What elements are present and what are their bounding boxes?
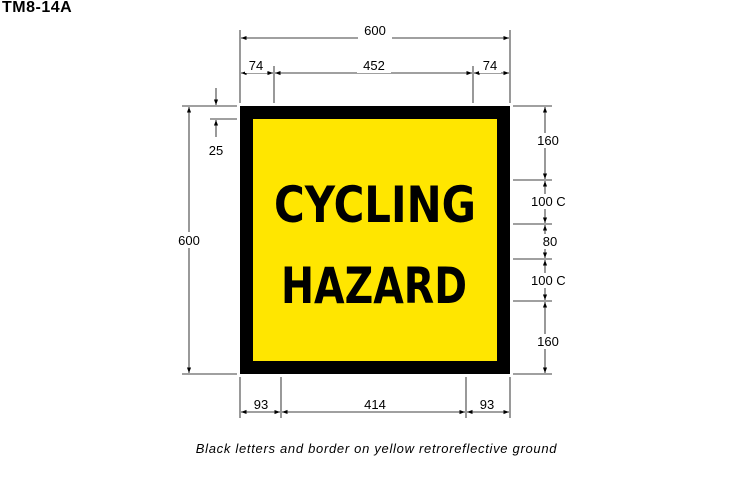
sign-yellow-ground <box>253 119 497 361</box>
dim-label-right-bottom: 160 <box>537 334 559 349</box>
dim-label-bottom-right: 93 <box>480 397 494 412</box>
dim-label-right-gap: 80 <box>543 234 557 249</box>
drawing-code: TM8-14A <box>2 0 73 16</box>
dim-label-left-overall: 600 <box>178 233 200 248</box>
dim-label-right-line2: 100 C <box>531 273 566 288</box>
sign-line-2: HAZARD <box>281 257 467 315</box>
dim-label-right-line1: 100 C <box>531 194 566 209</box>
dim-label-top-right: 74 <box>483 58 497 73</box>
dim-label-top-middle: 452 <box>363 58 385 73</box>
dim-label-left-border: 25 <box>209 143 223 158</box>
sign-line-1: CYCLING <box>274 176 476 234</box>
caption: Black letters and border on yellow retro… <box>195 441 558 456</box>
dim-label-top-left: 74 <box>249 58 263 73</box>
dim-label-bottom-middle: 414 <box>364 397 386 412</box>
dim-label-top-overall: 600 <box>364 23 386 38</box>
dim-label-right-top: 160 <box>537 133 559 148</box>
dim-label-bottom-left: 93 <box>254 397 268 412</box>
